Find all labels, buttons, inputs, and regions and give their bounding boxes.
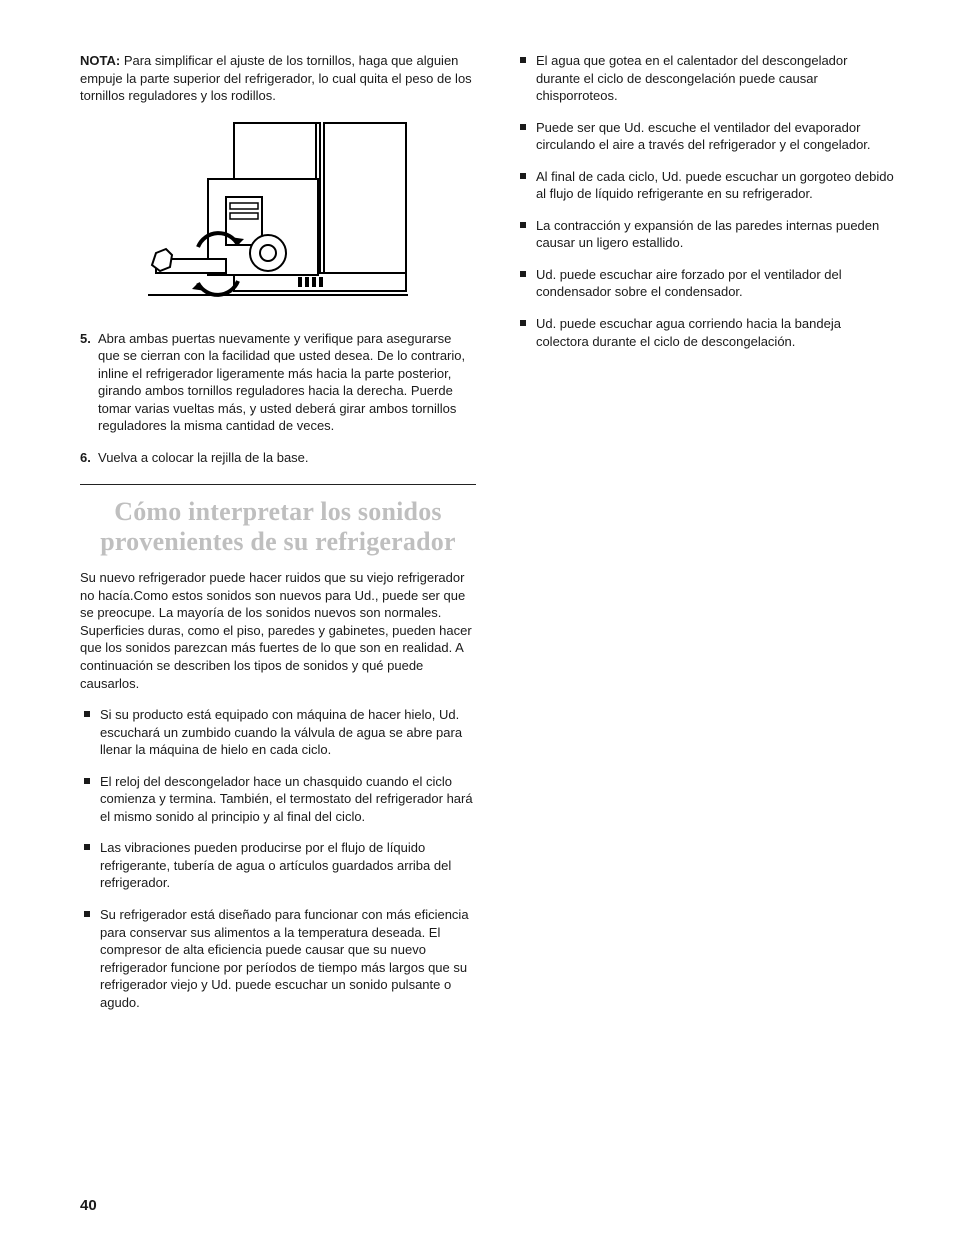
step-number: 6. bbox=[80, 449, 98, 467]
nota-paragraph: NOTA: Para simplificar el ajuste de los … bbox=[80, 52, 476, 105]
diagram-svg bbox=[148, 119, 408, 309]
sounds-section-title: Cómo interpretar los sonidos proveniente… bbox=[80, 497, 476, 557]
nota-text: Para simplificar el ajuste de los tornil… bbox=[80, 53, 472, 103]
list-item: Las vibraciones pueden producirse por el… bbox=[80, 839, 476, 892]
sounds-bullets-left: Si su producto está equipado con máquina… bbox=[80, 706, 476, 1011]
list-item: Ud. puede escuchar aire forzado por el v… bbox=[516, 266, 894, 301]
step-6: 6. Vuelva a colocar la rejilla de la bas… bbox=[80, 449, 476, 467]
step-5: 5. Abra ambas puertas nuevamente y verif… bbox=[80, 330, 476, 435]
nota-label: NOTA: bbox=[80, 53, 120, 68]
list-item: Al final de cada ciclo, Ud. puede escuch… bbox=[516, 168, 894, 203]
list-item: Su refrigerador está diseñado para funci… bbox=[80, 906, 476, 1011]
sounds-intro: Su nuevo refrigerador puede hacer ruidos… bbox=[80, 569, 476, 692]
list-item: Puede ser que Ud. escuche el ventilador … bbox=[516, 119, 894, 154]
leveling-diagram bbox=[80, 113, 476, 314]
step-number: 5. bbox=[80, 330, 98, 435]
left-column: NOTA: Para simplificar el ajuste de los … bbox=[80, 52, 476, 1025]
page-columns: NOTA: Para simplificar el ajuste de los … bbox=[80, 52, 894, 1025]
list-item: El agua que gotea en el calentador del d… bbox=[516, 52, 894, 105]
list-item: Si su producto está equipado con máquina… bbox=[80, 706, 476, 759]
list-item: Ud. puede escuchar agua corriendo hacia … bbox=[516, 315, 894, 350]
step-text: Vuelva a colocar la rejilla de la base. bbox=[98, 449, 476, 467]
right-column: El agua que gotea en el calentador del d… bbox=[516, 52, 894, 1025]
page-number: 40 bbox=[80, 1197, 97, 1214]
section-divider bbox=[80, 484, 476, 485]
step-text: Abra ambas puertas nuevamente y verifiqu… bbox=[98, 330, 476, 435]
sounds-bullets-right: El agua que gotea en el calentador del d… bbox=[516, 52, 894, 350]
list-item: El reloj del descongelador hace un chasq… bbox=[80, 773, 476, 826]
list-item: La contracción y expansión de las parede… bbox=[516, 217, 894, 252]
